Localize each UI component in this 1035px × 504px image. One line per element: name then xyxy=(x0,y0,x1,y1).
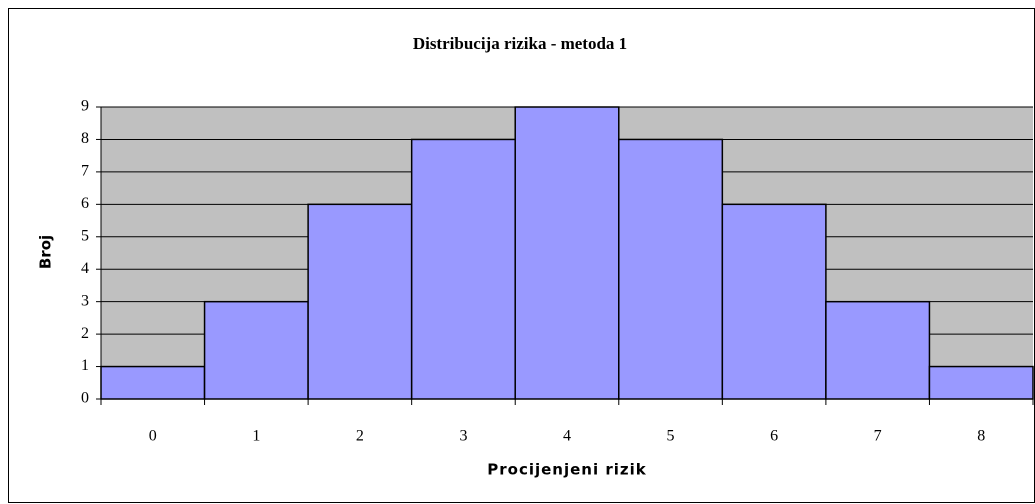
x-tick-label: 0 xyxy=(149,428,157,445)
x-tick-label: 3 xyxy=(459,428,467,445)
x-tick-label: 4 xyxy=(563,428,571,445)
y-tick-label: 5 xyxy=(81,227,89,244)
y-tick-label: 9 xyxy=(81,98,89,115)
y-tick-label: 0 xyxy=(81,390,89,407)
y-tick-label: 4 xyxy=(81,260,89,277)
x-tick-label: 7 xyxy=(874,428,882,445)
x-tick-label: 2 xyxy=(356,428,364,445)
y-tick-label: 2 xyxy=(81,325,89,342)
x-tick-label: 8 xyxy=(977,428,985,445)
x-tick-label: 6 xyxy=(770,428,778,445)
bar xyxy=(100,365,206,400)
bar xyxy=(721,203,827,400)
bar xyxy=(514,106,620,400)
bar xyxy=(618,138,724,400)
y-axis-title: Broj xyxy=(37,235,55,269)
y-tick-label: 7 xyxy=(81,163,89,180)
chart-title: Distribucija rizika - metoda 1 xyxy=(413,34,627,53)
x-tick-label: 5 xyxy=(667,428,675,445)
y-tick-label: 3 xyxy=(81,292,89,309)
y-tick-label: 8 xyxy=(81,130,89,147)
y-tick-label: 1 xyxy=(81,357,89,374)
x-axis-title: Procijenjeni rizik xyxy=(487,461,646,479)
bar xyxy=(928,365,1034,400)
y-tick-label: 6 xyxy=(81,195,89,212)
bar xyxy=(307,203,413,400)
bar xyxy=(203,300,309,400)
bar xyxy=(825,300,931,400)
bar xyxy=(410,138,516,400)
x-tick-label: 1 xyxy=(252,428,260,445)
